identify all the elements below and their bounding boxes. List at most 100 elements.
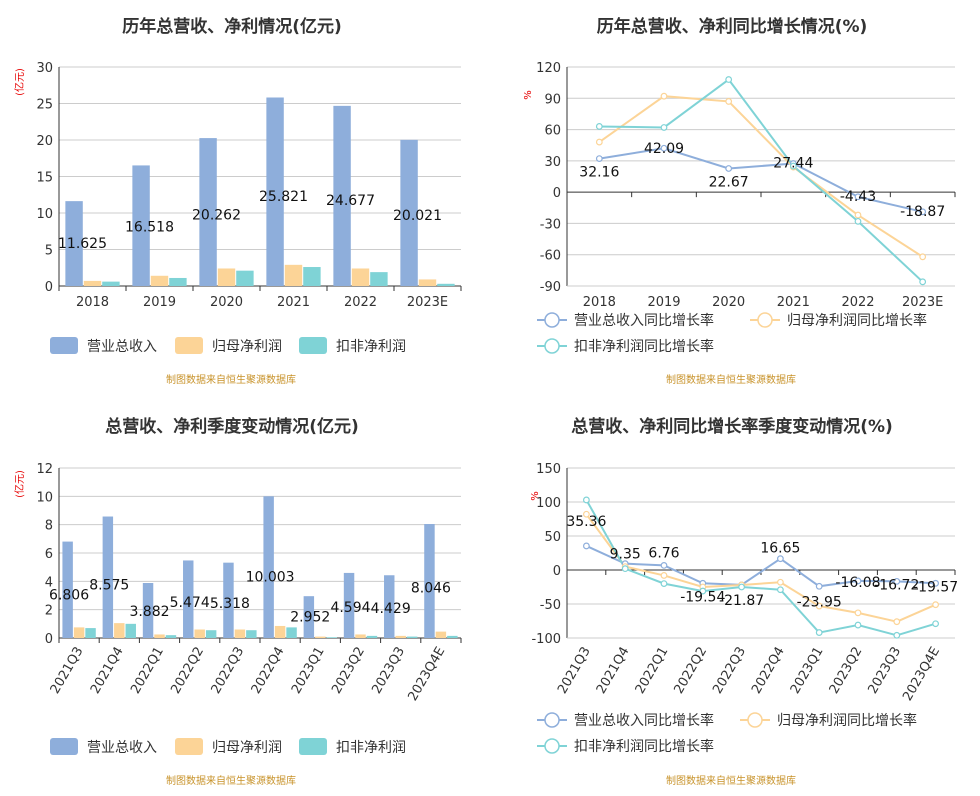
line-revenue <box>585 545 936 588</box>
legend-marker-net-profit <box>757 312 773 328</box>
bar-deducted-profit <box>370 272 388 286</box>
x-tick-label: 2019 <box>647 295 680 310</box>
x-tick-label: 2023Q1 <box>289 645 328 697</box>
bar-revenue <box>384 575 395 638</box>
legend-label-revenue-growth: 营业总收入同比增长率 <box>574 312 714 329</box>
legend: 营业总收入 归母净利润 扣非净利润 <box>50 738 406 756</box>
bar-net-profit <box>234 629 246 638</box>
bar-net-profit <box>315 636 326 638</box>
data-label: 32.16 <box>579 165 619 181</box>
bar-revenue <box>199 138 217 286</box>
y-tick-label: 4 <box>45 575 53 590</box>
line-deducted-profit <box>585 499 936 637</box>
point-deducted-profit <box>660 580 668 587</box>
bar-deducted-profit <box>102 281 120 286</box>
bar-revenue <box>303 596 315 638</box>
data-label: 6.76 <box>648 545 679 561</box>
x-tick-label: 2023Q1 <box>788 645 827 697</box>
legend-label-deducted-profit-growth: 扣非净利润同比增长率 <box>574 738 714 755</box>
point-revenue <box>660 144 668 152</box>
point-net-profit <box>595 138 603 146</box>
point-deducted-profit <box>621 565 629 573</box>
data-label: 2.952 <box>290 609 330 625</box>
x-tick-label: 2021Q4 <box>594 645 633 697</box>
bar-deducted-profit <box>303 267 321 286</box>
bar-net-profit <box>355 634 366 638</box>
data-label: 5.318 <box>210 596 250 612</box>
y-tick-label: 0 <box>45 632 53 647</box>
y-tick-label: 25 <box>36 98 53 113</box>
y-tick-label: 60 <box>544 124 561 139</box>
y-tick-label: 15 <box>36 171 53 186</box>
x-tick-label: 2023Q4E <box>900 645 943 704</box>
point-revenue <box>777 555 784 563</box>
source-note: 制图数据来自恒生聚源数据库 <box>666 373 796 386</box>
legend: 营业总收入 归母净利润 扣非净利润 <box>50 337 406 355</box>
x-tick-label: 2022Q1 <box>633 645 672 697</box>
bar-revenue <box>424 524 435 638</box>
bar-deducted-profit <box>236 270 254 286</box>
data-label: -19.54 <box>680 589 725 605</box>
y-unit-label: (亿元) <box>13 68 26 96</box>
x-tick-label: 2021 <box>777 295 810 310</box>
legend-label-deducted-profit: 扣非净利润 <box>336 339 406 355</box>
x-tick-label: 2018 <box>76 295 109 310</box>
point-deducted-profit <box>854 621 862 629</box>
point-net-profit <box>583 510 590 518</box>
source-note: 制图数据来自恒生聚源数据库 <box>166 774 296 787</box>
x-tick-label: 2022Q3 <box>710 645 749 697</box>
bar-revenue <box>183 560 194 638</box>
data-label: 16.518 <box>125 220 174 236</box>
point-deducted-profit <box>583 496 590 504</box>
line-deducted-profit <box>599 78 924 283</box>
y-tick-label: 0 <box>553 564 561 579</box>
x-tick-label: 2022Q4 <box>749 645 788 697</box>
bar-revenue <box>132 165 150 286</box>
y-tick-label: 12 <box>36 462 53 477</box>
y-tick-label: -90 <box>540 280 561 295</box>
bar-net-profit <box>194 629 205 638</box>
bar-revenue <box>223 562 234 638</box>
data-label: 35.36 <box>566 514 606 530</box>
point-deducted-profit <box>932 620 939 628</box>
x-tick-label: 2019 <box>143 295 176 310</box>
point-deducted-profit <box>699 587 707 595</box>
x-tick-label: 2020 <box>712 295 745 310</box>
bar-revenue <box>62 541 73 638</box>
bar-deducted-profit <box>447 635 458 638</box>
point-revenue <box>725 165 733 172</box>
point-deducted-profit <box>815 629 823 636</box>
bar-deducted-profit <box>246 630 257 638</box>
x-tick-label: 2023Q3 <box>369 645 408 697</box>
x-tick-label: 2022 <box>344 295 377 310</box>
y-tick-label: 50 <box>544 530 561 545</box>
point-net-profit <box>919 253 927 261</box>
data-label: 8.575 <box>89 577 129 593</box>
data-label: -23.95 <box>797 594 842 610</box>
y-tick-label: 10 <box>36 207 53 222</box>
legend-label-revenue-growth: 营业总收入同比增长率 <box>574 712 714 729</box>
chart-title: 总营收、净利季度变动情况(亿元) <box>105 416 359 437</box>
point-revenue <box>815 582 823 590</box>
point-revenue <box>854 193 862 201</box>
legend-label-revenue: 营业总收入 <box>87 740 157 756</box>
point-deducted-profit <box>919 278 927 286</box>
point-revenue <box>919 208 927 216</box>
data-label: 25.821 <box>259 189 308 205</box>
bar-revenue <box>65 201 83 286</box>
data-label: 5.474 <box>170 595 210 611</box>
y-tick-label: 20 <box>36 134 53 149</box>
bar-revenue <box>266 97 284 286</box>
bar-revenue <box>400 139 418 286</box>
point-net-profit <box>660 92 668 100</box>
line-revenue <box>599 147 923 213</box>
bar-net-profit <box>351 268 370 286</box>
point-revenue <box>595 155 603 163</box>
source-note: 制图数据来自恒生聚源数据库 <box>166 373 296 386</box>
point-net-profit <box>777 578 784 586</box>
bar-net-profit <box>150 275 169 286</box>
data-label: 24.677 <box>326 193 375 209</box>
point-deducted-profit <box>660 124 668 131</box>
point-deducted-profit <box>854 217 862 225</box>
